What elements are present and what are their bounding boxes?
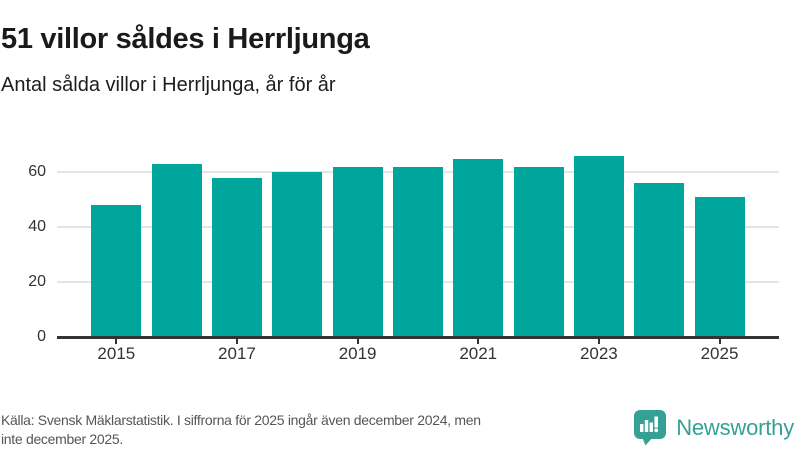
x-tick-mark bbox=[597, 338, 600, 344]
x-tick-label: 2025 bbox=[700, 344, 739, 363]
source-note-line1: Källa: Svensk Mäklarstatistik. I siffror… bbox=[1, 412, 481, 428]
source-note: Källa: Svensk Mäklarstatistik. I siffror… bbox=[1, 411, 631, 449]
y-tick-label: 60 bbox=[28, 163, 46, 181]
bar bbox=[332, 166, 383, 337]
bar bbox=[91, 205, 142, 337]
x-tick-label: 2015 bbox=[97, 344, 136, 363]
y-tick-label: 40 bbox=[28, 218, 46, 236]
x-tick-mark bbox=[718, 338, 721, 344]
bar bbox=[211, 177, 262, 337]
newsworthy-logo: Newsworthy bbox=[633, 409, 794, 446]
chart-title: 51 villor såldes i Herrljunga bbox=[1, 23, 370, 56]
x-tick-mark bbox=[115, 338, 118, 344]
bar bbox=[694, 197, 745, 337]
x-tick-label: 2019 bbox=[338, 344, 377, 363]
x-tick-mark bbox=[356, 338, 359, 344]
bar-chart: 0 20 40 60 2015 2017 2019 2021 2023 2025 bbox=[0, 130, 800, 380]
bar bbox=[513, 166, 564, 337]
x-tick-label: 2017 bbox=[218, 344, 256, 363]
y-tick-label: 20 bbox=[28, 273, 46, 291]
x-tick-mark bbox=[235, 338, 238, 344]
bar bbox=[634, 183, 685, 337]
x-tick-mark bbox=[477, 338, 480, 344]
bar bbox=[573, 155, 624, 337]
bar bbox=[392, 166, 443, 337]
newsworthy-wordmark: Newsworthy bbox=[676, 414, 794, 440]
x-axis-line bbox=[57, 336, 779, 339]
y-tick-label: 0 bbox=[37, 328, 46, 345]
x-tick-label: 2021 bbox=[459, 344, 498, 363]
source-note-line2: inte december 2025. bbox=[1, 431, 123, 447]
bar bbox=[453, 158, 504, 337]
chart-subtitle: Antal sålda villor i Herrljunga, år för … bbox=[1, 74, 336, 96]
x-tick-label: 2023 bbox=[579, 344, 618, 363]
newsworthy-bubble-chart-icon bbox=[634, 410, 667, 446]
bar bbox=[151, 164, 202, 337]
bar bbox=[272, 172, 323, 337]
